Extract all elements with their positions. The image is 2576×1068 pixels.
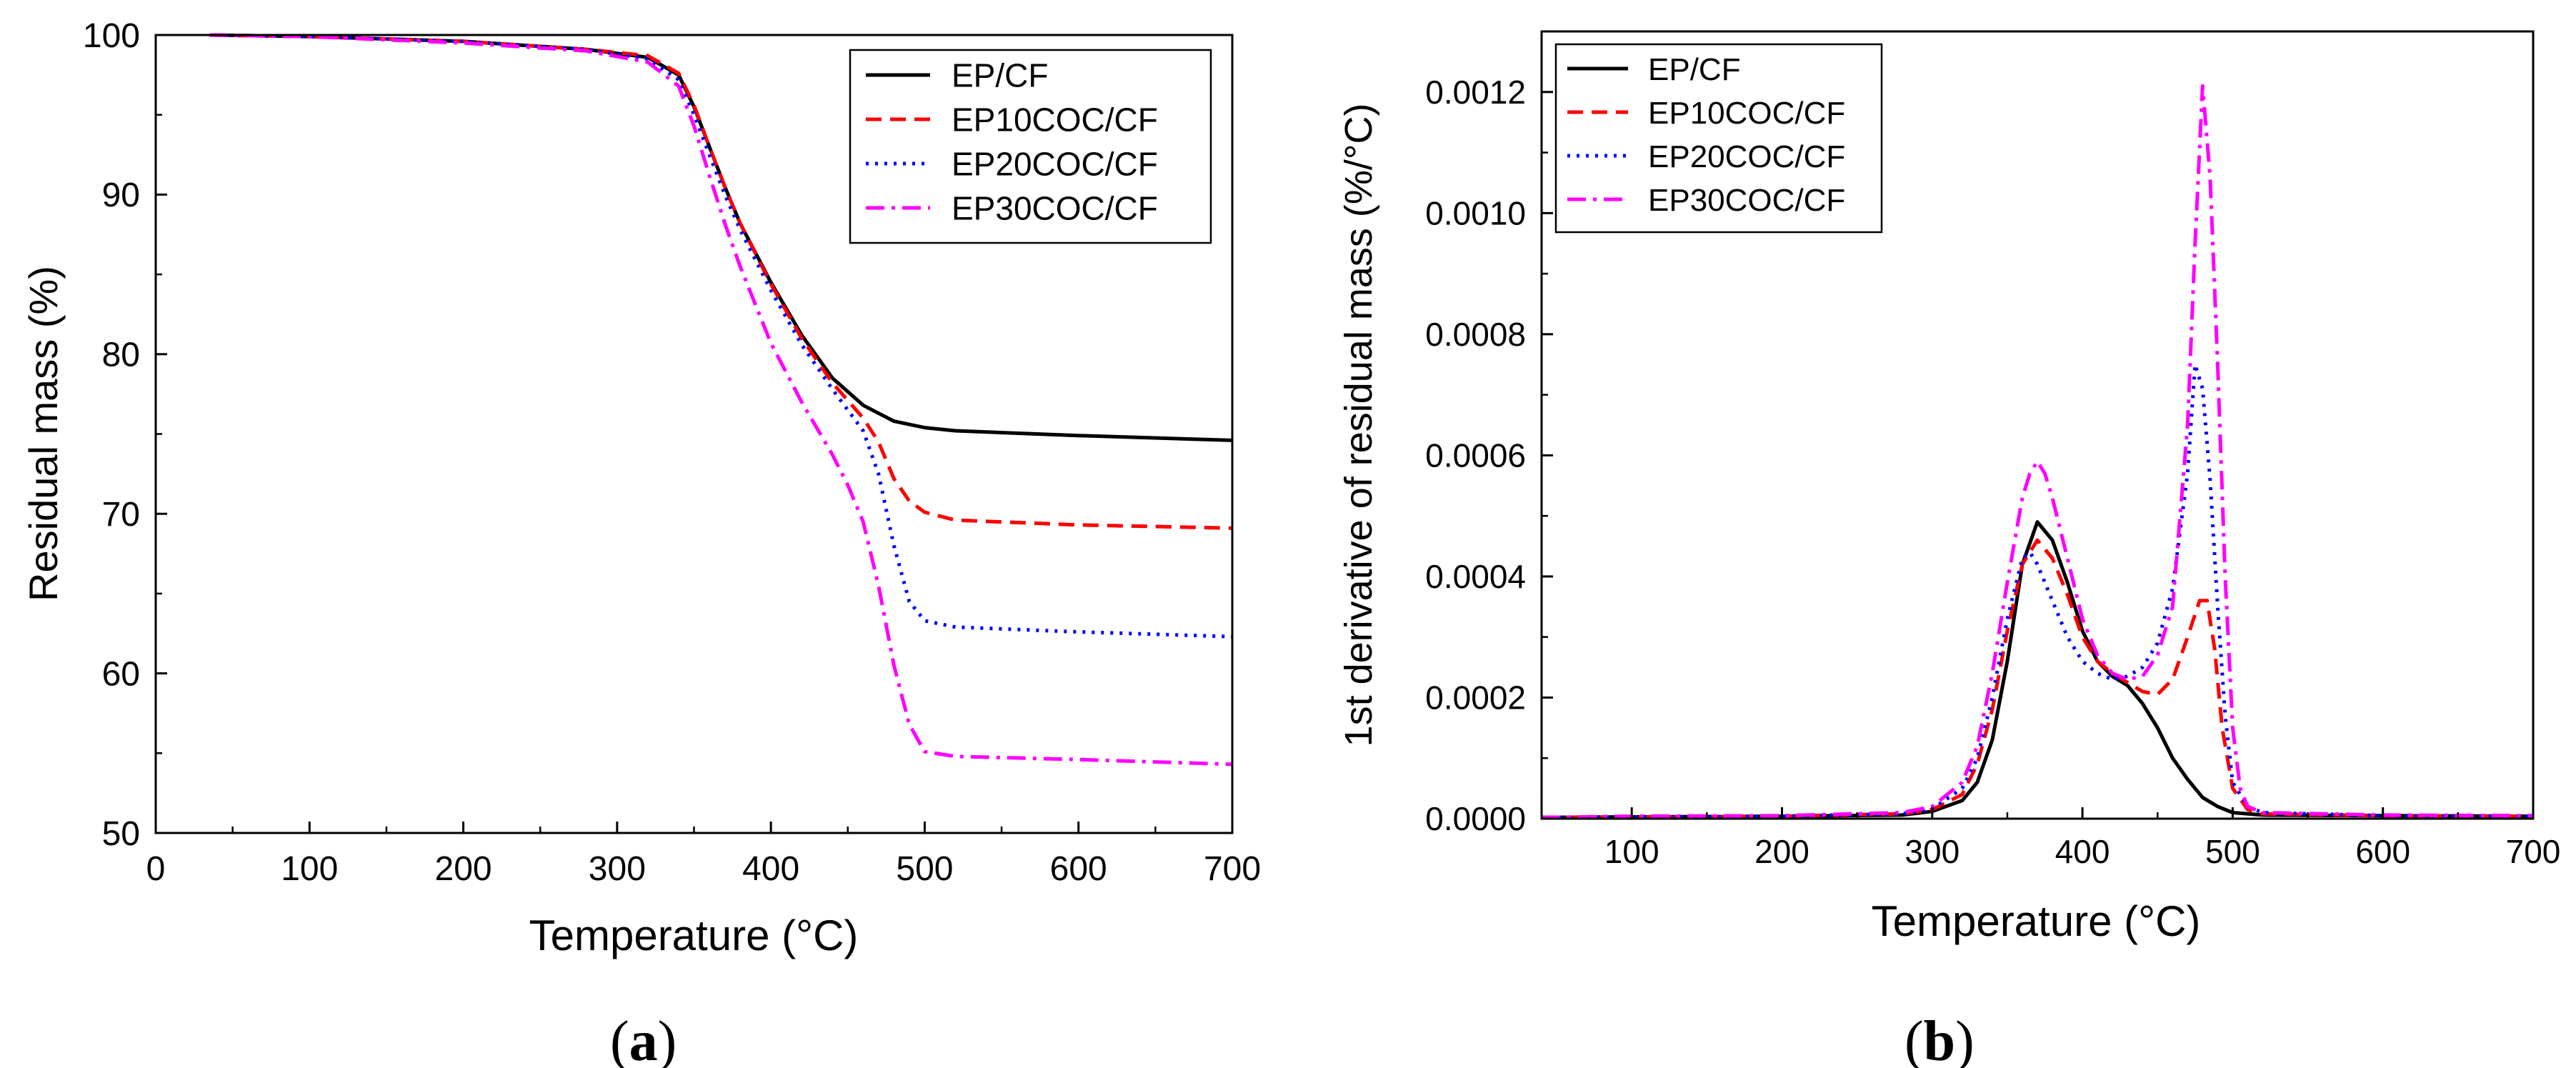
legend-box-a [849, 49, 1212, 244]
legend-a: EP/CF EP10COC/CF EP20COC/CF EP30COC/CF [849, 49, 1212, 244]
x-tick-label-a: 300 [589, 850, 646, 888]
panel-caption-letter-b: b [1924, 1010, 1956, 1068]
x-tick-label-a: 100 [281, 850, 338, 888]
y-tick-label-a: 80 [102, 336, 140, 374]
legend-label-b-2: EP10COC/CF [1648, 96, 1845, 131]
x-axis-label-a: Temperature (°C) [529, 912, 859, 959]
x-tick-label-a: 600 [1050, 850, 1107, 888]
x-tick-label-a: 0 [146, 850, 166, 888]
legend-label-b-4: EP30COC/CF [1648, 183, 1845, 218]
legend-label-b-1: EP/CF [1648, 52, 1741, 87]
x-tick-label-b: 400 [2055, 833, 2110, 870]
y-tick-label-b: 0.0000 [1425, 800, 1526, 837]
x-tick-label-b: 600 [2355, 833, 2410, 870]
legend-label-a-4: EP30COC/CF [952, 190, 1158, 227]
x-tick-label-b: 500 [2205, 833, 2260, 870]
legend-label-b-3: EP20COC/CF [1648, 139, 1845, 174]
y-tick-label-b: 0.0010 [1425, 194, 1526, 231]
x-tick-label-b: 100 [1604, 833, 1659, 870]
y-tick-label-b: 0.0004 [1425, 558, 1526, 595]
axis-ticks-a: 0 100 200 300 400 500 600 700 50 60 70 80 90 100 [83, 17, 1261, 888]
panel-caption-a: (a) [610, 1010, 677, 1068]
y-tick-label-a: 90 [102, 176, 140, 214]
series-line-a-2 [209, 33, 1233, 530]
x-tick-label-b: 200 [1754, 833, 1809, 870]
y-tick-label-b: 0.0006 [1425, 436, 1526, 474]
y-tick-label-b: 0.0002 [1425, 679, 1526, 717]
axes-frame-b [1540, 30, 2535, 820]
x-tick-label-a: 400 [742, 850, 799, 888]
y-tick-label-b: 0.0008 [1425, 316, 1526, 353]
y-tick-label-a: 50 [102, 815, 140, 853]
y-tick-label-a: 100 [83, 17, 140, 55]
y-tick-label-b: 0.0012 [1425, 74, 1526, 111]
series-line-a-4 [209, 33, 1233, 767]
chart-panel-b: 100 200 300 400 500 600 700 0.0000 0.0002 0.0004 0… [1337, 30, 2560, 1068]
y-tick-label-a: 60 [102, 655, 140, 693]
legend-b: EP/CF EP10COC/CF EP20COC/CF EP30COC/CF [1554, 43, 1883, 234]
legend-label-a-1: EP/CF [952, 57, 1048, 94]
plot-area-b [1541, 84, 2534, 819]
x-tick-label-b: 300 [1904, 833, 1960, 870]
y-axis-label-b: 1st derivative of residual mass (%/°C) [1337, 104, 1380, 747]
plot-area-a [209, 33, 1233, 767]
x-tick-label-b: 700 [2506, 833, 2561, 870]
panel-caption-letter-a: a [629, 1010, 658, 1068]
x-axis-label-b: Temperature (°C) [1872, 897, 2201, 945]
series-line-b-1 [1541, 520, 2534, 819]
x-tick-label-a: 200 [435, 850, 492, 888]
chart-panel-a: 0 100 200 300 400 500 600 700 50 60 70 80 90 100 Temp… [21, 17, 1261, 1068]
y-axis-label-a: Residual mass (%) [21, 266, 66, 602]
axis-ticks-b: 100 200 300 400 500 600 700 0.0000 0.0002 0.0004 0… [1425, 74, 2560, 870]
legend-label-a-3: EP20COC/CF [952, 146, 1158, 183]
legend-label-a-2: EP10COC/CF [952, 101, 1158, 139]
x-tick-label-a: 700 [1204, 850, 1261, 888]
y-tick-label-a: 70 [102, 496, 140, 534]
series-line-a-3 [209, 33, 1233, 639]
panel-caption-b: (b) [1904, 1010, 1975, 1068]
series-line-b-2 [1541, 538, 2534, 819]
series-line-b-4 [1541, 84, 2534, 819]
x-tick-label-a: 500 [896, 850, 953, 888]
